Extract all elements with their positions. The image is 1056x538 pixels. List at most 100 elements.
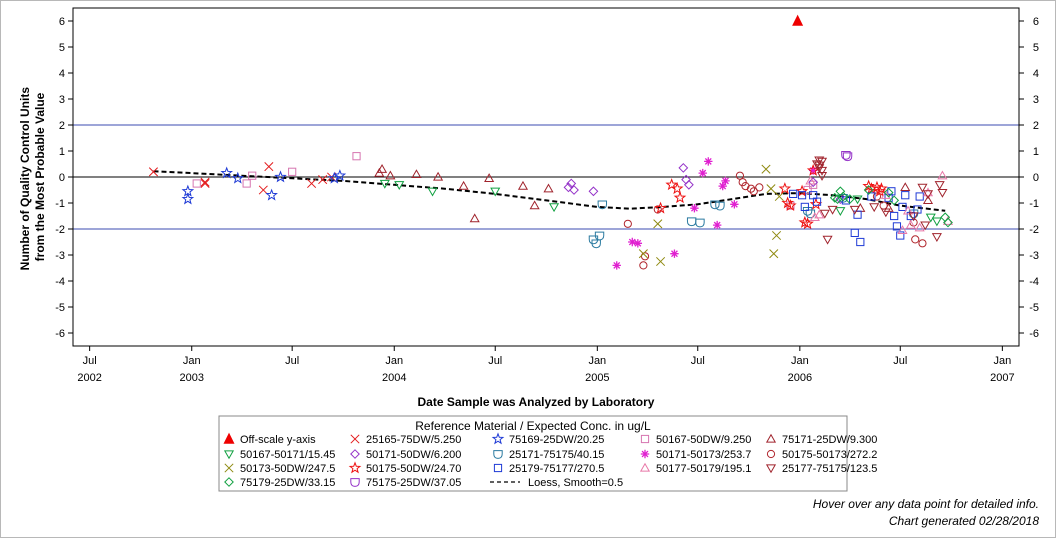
data-point[interactable] [248, 171, 257, 180]
data-point[interactable] [543, 183, 554, 193]
data-point[interactable] [588, 186, 599, 197]
data-point[interactable] [812, 197, 822, 206]
data-point[interactable] [427, 187, 438, 197]
data-point[interactable] [905, 219, 916, 229]
data-point[interactable] [814, 161, 825, 171]
data-point[interactable] [855, 202, 866, 212]
data-point[interactable] [827, 205, 838, 215]
data-point[interactable] [769, 249, 779, 259]
data-point[interactable] [220, 166, 233, 179]
data-point[interactable] [822, 235, 833, 245]
data-point[interactable] [809, 212, 820, 221]
data-point[interactable] [802, 206, 813, 216]
data-point[interactable] [911, 235, 920, 244]
data-point[interactable] [835, 194, 846, 205]
data-point[interactable] [318, 175, 328, 185]
data-point[interactable] [704, 157, 713, 166]
data-point[interactable] [883, 187, 894, 198]
data-point[interactable] [258, 185, 268, 195]
data-point[interactable] [394, 181, 405, 191]
data-point[interactable] [922, 195, 934, 205]
data-point[interactable] [458, 180, 469, 190]
data-point[interactable] [850, 228, 859, 238]
data-point[interactable] [814, 209, 825, 219]
data-point[interactable] [200, 177, 210, 187]
data-point[interactable] [433, 171, 444, 181]
data-point[interactable] [761, 164, 771, 174]
data-point[interactable] [612, 261, 621, 270]
data-point[interactable] [797, 191, 807, 200]
data-point[interactable] [829, 192, 840, 203]
data-point[interactable] [766, 184, 776, 194]
data-point[interactable] [376, 163, 388, 173]
data-point[interactable] [274, 170, 287, 183]
data-point[interactable] [181, 192, 195, 205]
data-point[interactable] [901, 191, 910, 200]
data-point[interactable] [838, 193, 848, 203]
data-point[interactable] [800, 202, 809, 212]
data-point[interactable] [653, 219, 663, 229]
data-point[interactable] [809, 197, 823, 210]
data-point[interactable] [288, 167, 297, 176]
data-point[interactable] [385, 170, 396, 180]
data-point[interactable] [917, 183, 928, 193]
data-point[interactable] [887, 187, 896, 196]
data-point[interactable] [889, 195, 900, 206]
data-point[interactable] [918, 239, 927, 248]
data-point[interactable] [835, 207, 846, 217]
data-point[interactable] [841, 151, 851, 160]
data-point[interactable] [908, 209, 919, 219]
data-point[interactable] [490, 187, 501, 197]
data-point[interactable] [698, 168, 707, 178]
data-point[interactable] [673, 191, 687, 204]
data-point[interactable] [715, 201, 725, 211]
data-point[interactable] [838, 191, 849, 202]
data-point[interactable] [333, 169, 347, 182]
data-point[interactable] [640, 252, 650, 261]
data-point[interactable] [265, 188, 278, 201]
data-point[interactable] [774, 191, 784, 202]
data-point[interactable] [594, 231, 605, 241]
data-point[interactable] [937, 188, 948, 198]
data-point[interactable] [880, 189, 891, 199]
data-point[interactable] [771, 230, 782, 241]
data-point[interactable] [808, 166, 818, 175]
data-point[interactable] [869, 203, 880, 213]
data-point[interactable] [784, 198, 797, 211]
data-point[interactable] [623, 219, 632, 228]
data-point[interactable] [897, 225, 908, 234]
data-point[interactable] [902, 205, 914, 215]
data-point[interactable] [934, 181, 945, 191]
data-point[interactable] [844, 194, 855, 205]
data-point[interactable] [842, 152, 853, 162]
data-point[interactable] [730, 200, 739, 209]
data-point[interactable] [915, 192, 924, 201]
data-point[interactable] [943, 217, 953, 228]
data-point[interactable] [670, 182, 684, 195]
data-point[interactable] [849, 205, 860, 215]
data-point[interactable] [665, 178, 678, 191]
data-point[interactable] [683, 179, 694, 190]
data-point[interactable] [814, 156, 825, 166]
data-point[interactable] [710, 200, 720, 210]
data-point[interactable] [937, 170, 948, 180]
data-point[interactable] [856, 237, 865, 247]
data-point[interactable] [517, 180, 529, 190]
data-point[interactable] [639, 261, 648, 270]
data-point[interactable] [883, 202, 894, 212]
data-point[interactable] [653, 205, 662, 214]
data-point[interactable] [690, 204, 699, 213]
data-point[interactable] [863, 185, 874, 195]
data-point[interactable] [352, 152, 361, 161]
data-point[interactable] [892, 222, 902, 231]
data-point[interactable] [890, 211, 899, 221]
data-point[interactable] [852, 195, 863, 205]
data-point[interactable] [721, 176, 730, 186]
data-point[interactable] [569, 185, 579, 195]
data-point[interactable] [875, 182, 888, 195]
data-point[interactable] [712, 220, 722, 230]
data-point[interactable] [931, 233, 942, 243]
data-point[interactable] [379, 179, 390, 189]
data-point[interactable] [879, 201, 888, 210]
data-point[interactable] [566, 178, 577, 189]
